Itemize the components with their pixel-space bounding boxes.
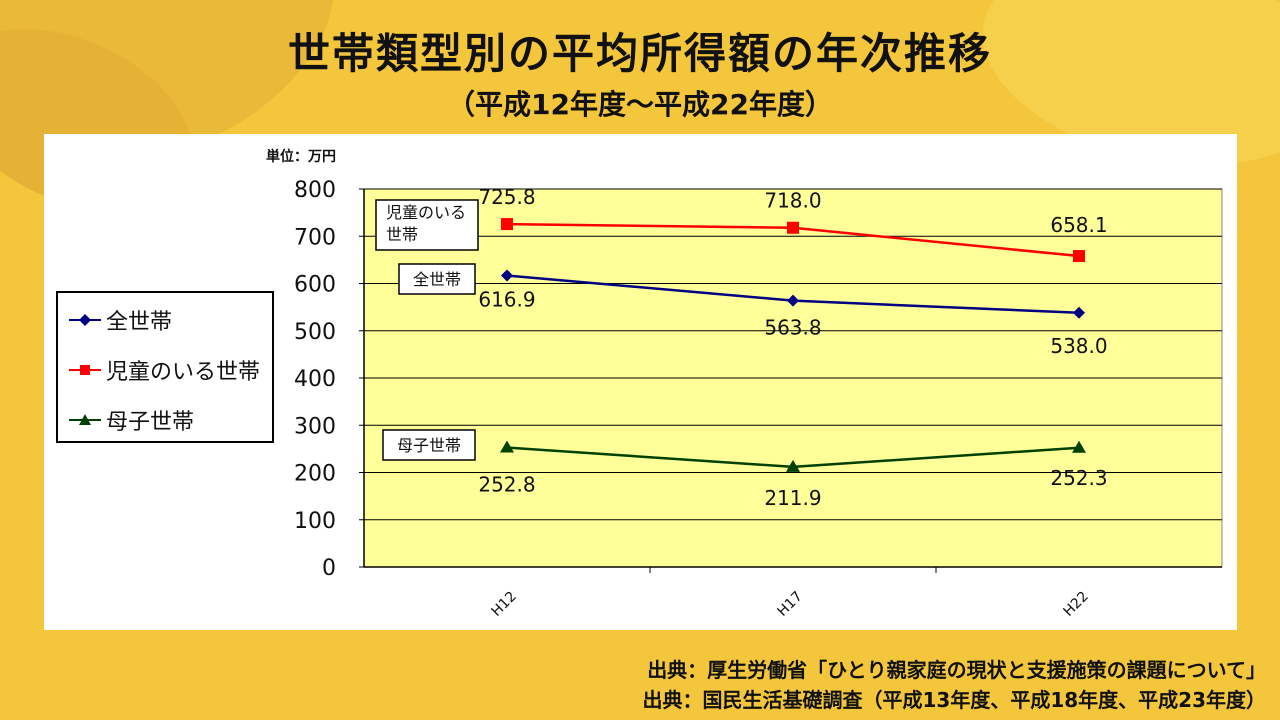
series-callout-single-mother-households (382, 429, 476, 461)
data-label: 563.8 (764, 316, 821, 340)
data-point (1073, 306, 1085, 319)
source-note: 出典：国民生活基礎調査（平成13年度、平成18年度、平成23年度） (642, 688, 1267, 712)
legend-label: 児童のいる世帯 (106, 360, 261, 385)
callout-label: 全世帯 (413, 270, 461, 289)
callout-label: 世帯 (386, 225, 418, 244)
square-marker-icon (69, 365, 101, 375)
y-tick-label: 400 (294, 367, 336, 392)
data-point (501, 218, 513, 231)
diamond-marker-icon (69, 314, 101, 326)
series-callout-households-with-children (375, 199, 479, 251)
legend-item-all-households: 全世帯 (68, 305, 172, 335)
x-tick-label: H22 (1060, 588, 1091, 619)
y-tick-label: 300 (294, 414, 336, 439)
data-point (501, 269, 513, 282)
y-tick-label: 800 (294, 178, 336, 203)
data-label: 538.0 (1050, 334, 1107, 358)
data-point (1072, 440, 1086, 453)
y-tick-label: 600 (294, 273, 336, 298)
y-tick-label: 700 (294, 225, 336, 250)
y-tick-label: 500 (294, 320, 336, 345)
chart-panel: 0 100 200 300 400 500 600 700 800 H12 H17 H22 725.8 7… (44, 134, 1237, 630)
data-point (786, 459, 800, 472)
chart-legend: 全世帯 児童のいる世帯 母子世帯 (56, 291, 274, 443)
line-chart: 0 100 200 300 400 500 600 700 800 H12 H17 H22 725.8 7… (294, 178, 1223, 620)
page-title: 世帯類型別の平均所得額の年次推移 (287, 29, 992, 78)
data-point (500, 440, 514, 453)
x-tick-label: H17 (774, 588, 805, 619)
data-label: 252.8 (478, 473, 535, 497)
callout-label: 母子世帯 (397, 436, 461, 455)
data-label: 725.8 (478, 185, 535, 209)
source-note: 出典：厚生労働省「ひとり親家庭の現状と支援施策の課題について」 (647, 658, 1266, 682)
data-point (1073, 250, 1085, 263)
data-label: 252.3 (1050, 466, 1107, 490)
data-label: 616.9 (478, 288, 535, 312)
data-label: 718.0 (764, 189, 821, 213)
data-point (787, 221, 799, 234)
y-tick-label: 0 (322, 556, 336, 581)
legend-item-single-mother-households: 母子世帯 (68, 405, 194, 435)
data-label: 211.9 (764, 486, 821, 510)
series-callout-all-households (398, 263, 476, 295)
callout-label: 児童のいる (386, 203, 466, 222)
data-point (787, 294, 799, 307)
unit-label: 単位：万円 (266, 149, 336, 165)
x-tick-label: H12 (488, 588, 519, 619)
legend-label: 全世帯 (106, 310, 173, 335)
triangle-marker-icon (69, 414, 101, 425)
y-tick-label: 200 (294, 462, 336, 487)
page-subtitle: （平成12年度～平成22年度） (447, 88, 833, 121)
y-tick-label: 100 (294, 509, 336, 534)
legend-label: 母子世帯 (106, 410, 195, 435)
data-label: 658.1 (1050, 213, 1107, 237)
legend-item-households-with-children: 児童のいる世帯 (68, 355, 260, 385)
